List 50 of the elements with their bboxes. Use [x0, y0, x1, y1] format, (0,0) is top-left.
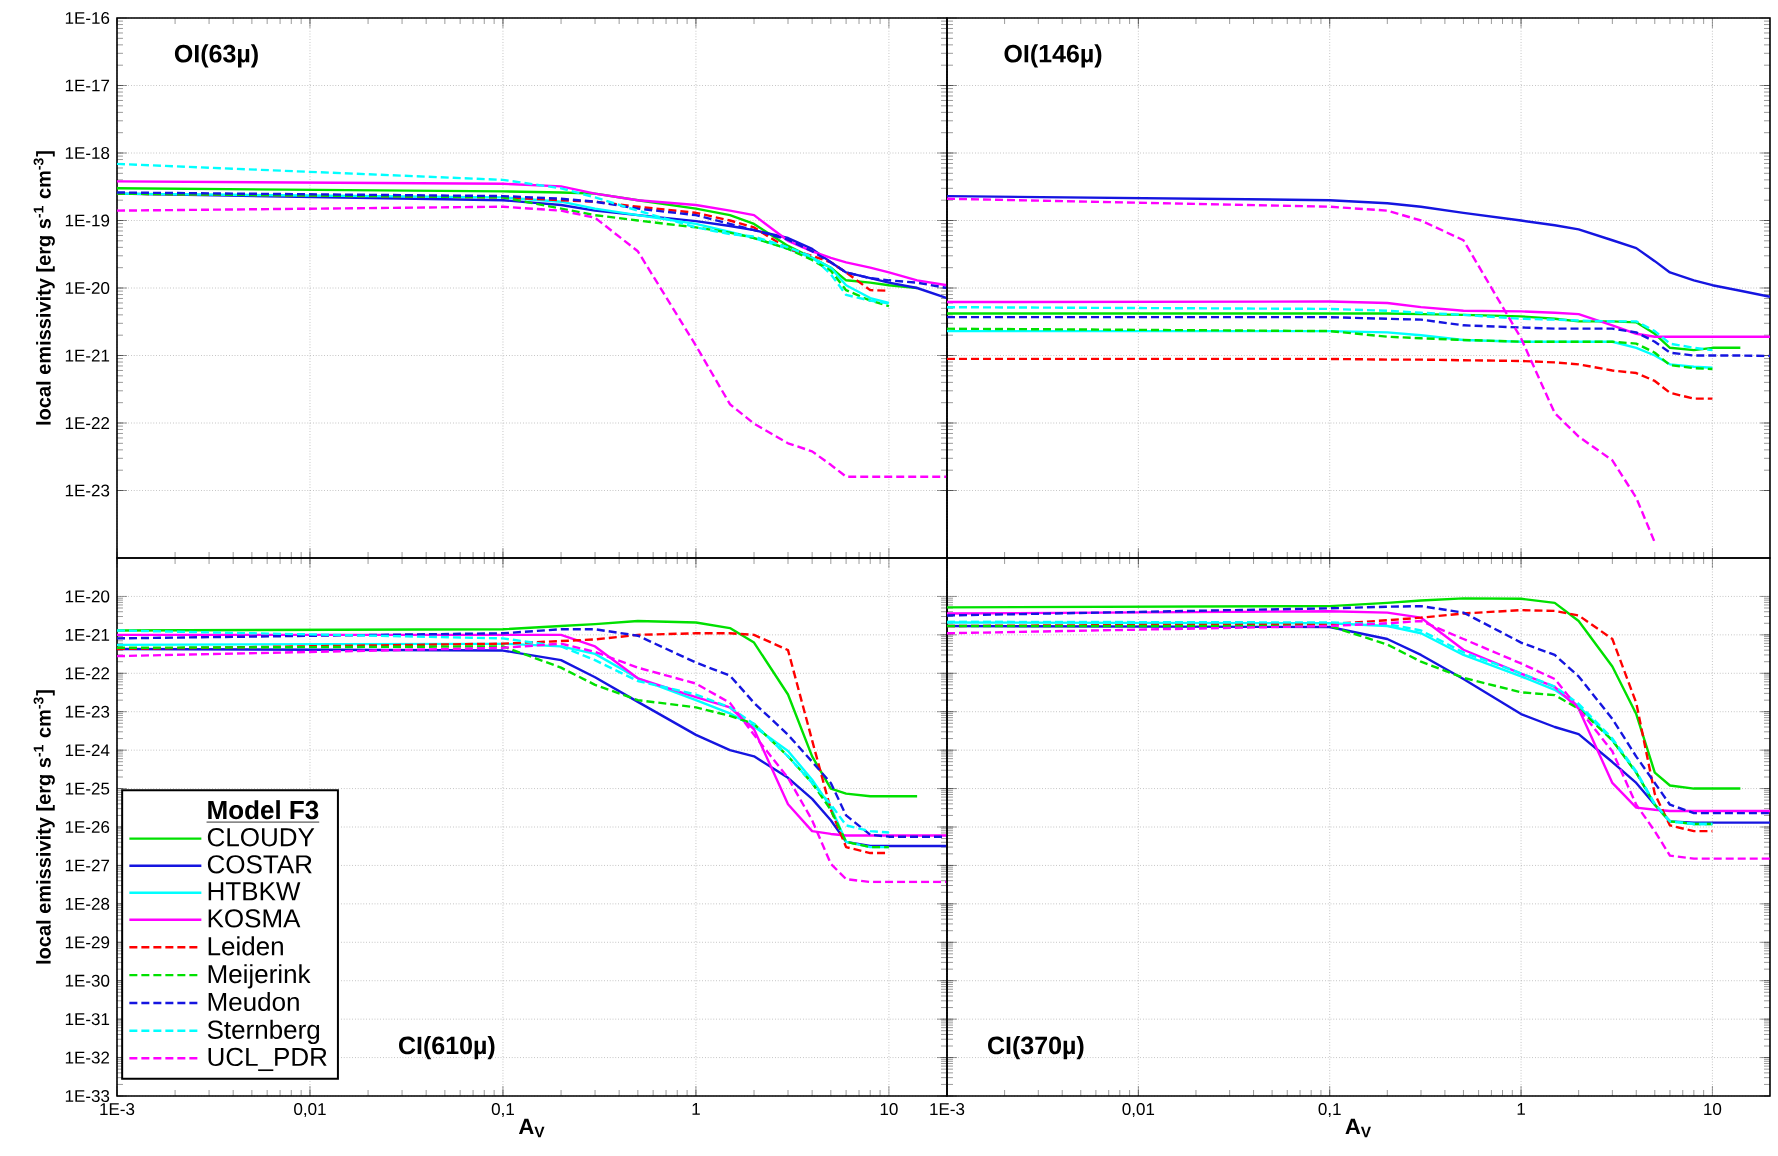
y-tick-label: 1E-21 [65, 349, 110, 362]
annotation: CI(370µ) [988, 1035, 1084, 1060]
x-tick-label: 0,01 [1122, 1103, 1155, 1118]
legend-label: COSTAR [207, 855, 312, 874]
y-tick-label: 1E-30 [65, 974, 110, 987]
legend-label: CLOUDY [207, 827, 315, 847]
x-tick-label: 0,1 [1318, 1103, 1341, 1118]
y-axis-title: local emissivity [erg s$^{-1}$ cm$^{-3}$] [33, 151, 55, 425]
x-tick-label: 0,01 [294, 1103, 326, 1118]
y-tick-label: 1E-23 [65, 484, 110, 497]
annotation: OI(63µ) [174, 44, 258, 68]
x-tick-label: 1E-3 [100, 1103, 135, 1116]
y-tick-label: 1E-28 [65, 897, 110, 910]
y-tick-label: 1E-19 [65, 214, 110, 227]
y-tick-label: 1E-20 [65, 282, 110, 295]
x-axis-title: A$_{V}$ [1345, 1118, 1371, 1138]
x-tick-label: 1 [1517, 1103, 1525, 1115]
annotation: CI(610µ) [399, 1035, 495, 1060]
y-tick-label: 1E-29 [65, 936, 110, 949]
y-tick-label: 1E-17 [65, 79, 110, 92]
y-tick-label: 1E-24 [65, 744, 110, 757]
legend-label: KOSMA [208, 909, 301, 928]
legend-label: Meijerink [208, 964, 311, 989]
x-tick-label: 10 [880, 1103, 898, 1116]
y-tick-label: 1E-20 [65, 590, 110, 603]
legend-label: Leiden [208, 936, 283, 956]
y-tick-label: 1E-22 [65, 417, 110, 429]
y-tick-label: 1E-21 [65, 628, 110, 641]
annotation: OI(146µ) [1004, 44, 1102, 68]
y-tick-label: 1E-32 [65, 1051, 110, 1064]
y-tick-label: 1E-25 [65, 782, 110, 795]
y-tick-label: 1E-22 [65, 667, 110, 680]
x-tick-label: 0,1 [491, 1103, 514, 1118]
legend-label: UCL_PDR [208, 1047, 327, 1072]
y-tick-label: 1E-16 [65, 12, 110, 25]
y-axis-title: local emissivity [erg s$^{-1}$ cm$^{-3}$] [33, 690, 55, 964]
legend-label: Sternberg [207, 1019, 320, 1045]
x-tick-label: 10 [1704, 1103, 1722, 1116]
x-tick-label: 1E-3 [930, 1103, 965, 1116]
y-tick-label: 1E-23 [65, 705, 110, 718]
y-tick-label: 1E-26 [65, 820, 110, 834]
legend-title: Model F3 [208, 800, 319, 820]
x-axis-title: A$_{V}$ [518, 1118, 545, 1138]
legend-label: HTBKW [208, 882, 301, 901]
y-tick-label: 1E-27 [65, 859, 110, 872]
y-tick-label: 1E-18 [65, 147, 110, 160]
y-tick-label: 1E-31 [65, 1013, 110, 1026]
y-tick-label: 1E-33 [65, 1090, 110, 1103]
legend-label: Meudon [208, 992, 299, 1012]
x-tick-label: 1 [692, 1103, 700, 1115]
